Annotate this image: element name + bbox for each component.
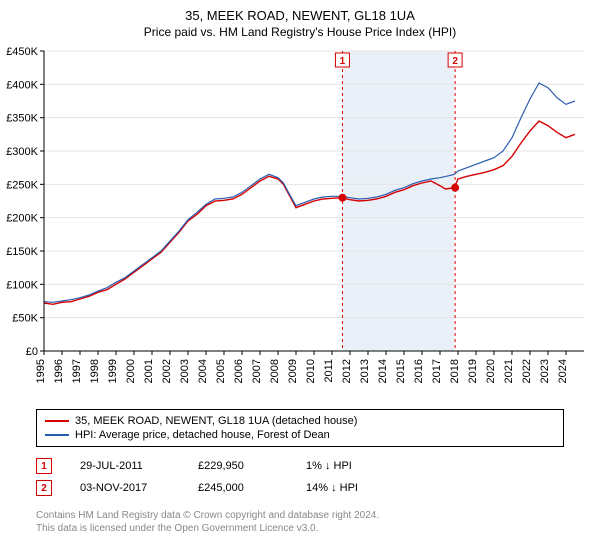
x-tick-label: 2017 — [431, 359, 443, 383]
x-tick-label: 2022 — [521, 359, 533, 383]
sale-price: £245,000 — [198, 482, 278, 494]
legend-swatch — [45, 420, 69, 422]
legend-row: 35, MEEK ROAD, NEWENT, GL18 1UA (detache… — [45, 414, 555, 428]
x-tick-label: 2015 — [395, 359, 407, 383]
x-tick-label: 2014 — [377, 359, 389, 383]
y-tick-label: £100K — [6, 279, 38, 291]
sale-date: 29-JUL-2011 — [80, 460, 170, 472]
sale-marker-dot — [338, 194, 346, 202]
legend-swatch — [45, 434, 69, 436]
x-tick-label: 2013 — [359, 359, 371, 383]
x-tick-label: 2024 — [557, 359, 569, 383]
chart-area: £0 £50K £100K £150K £200K £250K £300K £350K £400… — [0, 45, 600, 405]
sale-marker-num: 2 — [452, 56, 458, 67]
sale-num-box: 1 — [36, 458, 52, 474]
footer-line-1: Contains HM Land Registry data © Crown c… — [36, 509, 564, 522]
legend-label: 35, MEEK ROAD, NEWENT, GL18 1UA (detache… — [75, 415, 357, 427]
x-tick-label: 2010 — [305, 359, 317, 383]
y-tick-label: £50K — [12, 313, 38, 325]
chart-title: 35, MEEK ROAD, NEWENT, GL18 1UA — [0, 0, 600, 23]
legend-box: 35, MEEK ROAD, NEWENT, GL18 1UA (detache… — [36, 409, 564, 447]
sale-marker-num: 1 — [340, 56, 346, 67]
chart-svg: £0 £50K £100K £150K £200K £250K £300K £350K £400… — [0, 45, 600, 405]
series-property — [44, 121, 575, 304]
y-tick-label: £0 — [26, 346, 38, 358]
x-tick-label: 2007 — [251, 359, 263, 383]
sale-date: 03-NOV-2017 — [80, 482, 170, 494]
x-tick-label: 2016 — [413, 359, 425, 383]
series-hpi — [44, 83, 575, 302]
x-tick-label: 2011 — [323, 359, 335, 383]
x-tick-label: 2006 — [233, 359, 245, 383]
x-tick-label: 2009 — [287, 359, 299, 383]
y-tick-label: £250K — [6, 179, 38, 191]
y-tick-label: £450K — [6, 46, 38, 58]
sales-row: 2 03-NOV-2017 £245,000 14% ↓ HPI — [36, 477, 564, 499]
legend-row: HPI: Average price, detached house, Fore… — [45, 428, 555, 442]
sale-delta: 14% ↓ HPI — [306, 482, 358, 494]
x-tick-label: 2005 — [215, 359, 227, 383]
x-tick-label: 2023 — [539, 359, 551, 383]
y-tick-label: £150K — [6, 246, 38, 258]
legend-label: HPI: Average price, detached house, Fore… — [75, 429, 330, 441]
x-tick-label: 1995 — [35, 359, 47, 383]
footer-line-2: This data is licensed under the Open Gov… — [36, 522, 564, 535]
chart-subtitle: Price paid vs. HM Land Registry's House … — [0, 23, 600, 45]
y-tick-label: £400K — [6, 79, 38, 91]
sale-delta: 1% ↓ HPI — [306, 460, 352, 472]
x-tick-label: 2003 — [179, 359, 191, 383]
x-tick-label: 2002 — [161, 359, 173, 383]
x-tick-label: 1998 — [89, 359, 101, 383]
x-tick-label: 2019 — [467, 359, 479, 383]
x-tick-label: 1997 — [71, 359, 83, 383]
sale-price: £229,950 — [198, 460, 278, 472]
x-tick-label: 1996 — [53, 359, 65, 383]
x-tick-label: 2020 — [485, 359, 497, 383]
x-tick-label: 2012 — [341, 359, 353, 383]
footer-attribution: Contains HM Land Registry data © Crown c… — [36, 509, 564, 535]
sales-table: 1 29-JUL-2011 £229,950 1% ↓ HPI 2 03-NOV-2017… — [36, 455, 564, 499]
x-tick-label: 2000 — [125, 359, 137, 383]
x-tick-label: 1999 — [107, 359, 119, 383]
x-tick-label: 2001 — [143, 359, 155, 383]
sales-row: 1 29-JUL-2011 £229,950 1% ↓ HPI — [36, 455, 564, 477]
x-tick-label: 2021 — [503, 359, 515, 383]
x-tick-label: 2018 — [449, 359, 461, 383]
x-tick-label: 2004 — [197, 359, 209, 383]
sale-num-box: 2 — [36, 480, 52, 496]
y-tick-label: £300K — [6, 146, 38, 158]
y-tick-label: £200K — [6, 213, 38, 225]
sale-marker-dot — [451, 184, 459, 192]
y-tick-label: £350K — [6, 113, 38, 125]
x-tick-label: 2008 — [269, 359, 281, 383]
